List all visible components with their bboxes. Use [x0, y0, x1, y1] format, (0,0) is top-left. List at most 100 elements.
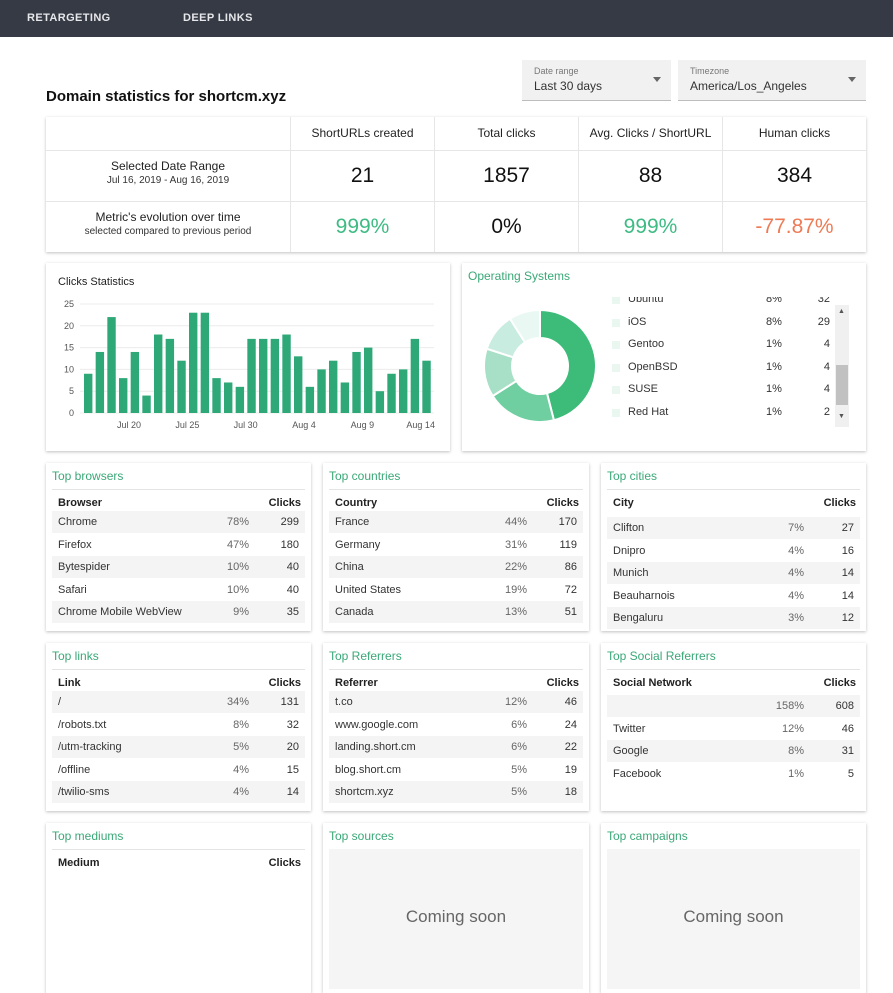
- row-clicks: 32: [286, 718, 299, 731]
- row-clicks: 20: [286, 741, 299, 753]
- top-sources-card: Top sources Coming soon: [323, 823, 589, 993]
- nav-deep-links[interactable]: DEEP LINKS: [183, 12, 253, 24]
- chart-bar: [165, 338, 175, 413]
- row-label: Chrome: [58, 516, 98, 528]
- clicks-statistics-card: Clicks Statistics 0 5 10 15 20 25 Jul 20 Jul 25…: [46, 263, 450, 451]
- chart-bar: [119, 378, 128, 413]
- os-legend-item: Gentoo 1% 4: [612, 334, 842, 356]
- nav-retargeting[interactable]: RETARGETING: [27, 12, 111, 24]
- os-count: 4: [823, 338, 830, 350]
- row-percent: 7%: [788, 522, 804, 534]
- x-tick-label: Jul 20: [117, 420, 141, 430]
- clicks-chart-title: Clicks Statistics: [58, 276, 135, 288]
- chart-bar: [399, 369, 408, 413]
- browsers-col-clicks: Clicks: [268, 497, 301, 509]
- browsers-title: Top browsers: [52, 469, 124, 483]
- table-row: Germany 31% 119: [329, 534, 583, 556]
- row-label: shortcm.xyz: [335, 786, 394, 798]
- os-scrollbar[interactable]: ▲ ▼: [835, 305, 849, 427]
- clicks-bar-chart: 0 5 10 15 20 25 Jul 20 Jul 25 Jul 30 Aug 4 Aug 9 Au…: [64, 299, 435, 430]
- row-clicks: 14: [841, 589, 854, 602]
- row-percent: 12%: [781, 722, 804, 735]
- x-tick-label: Jul 25: [175, 420, 199, 430]
- cities-col-clicks: Clicks: [823, 497, 856, 509]
- row-percent: 6%: [511, 741, 527, 753]
- mediums-col-clicks: Clicks: [268, 857, 301, 869]
- chart-bar: [340, 382, 350, 413]
- table-row: Canada 13% 51: [329, 601, 583, 623]
- value-shorturls-created: 21: [350, 164, 375, 187]
- table-row: Bengaluru 3% 12: [607, 607, 860, 629]
- os-count: 2: [823, 405, 830, 418]
- referrers-title: Top Referrers: [329, 649, 402, 663]
- row-percent: 4%: [233, 763, 249, 776]
- countries-col-name: Country: [335, 497, 378, 509]
- donut-slice: [508, 308, 541, 344]
- row-clicks: 46: [564, 696, 577, 708]
- row-label: Firefox: [58, 538, 92, 551]
- table-row: 158% 608: [607, 695, 860, 717]
- date-range-value: Last 30 days: [534, 79, 603, 93]
- change-shorturls-created: 999%: [335, 215, 390, 238]
- row-percent: 4%: [233, 786, 249, 798]
- os-count: 32: [817, 297, 830, 305]
- date-range-label: Date range: [534, 66, 579, 76]
- os-name: SUSE: [628, 383, 658, 395]
- chart-bar: [142, 395, 151, 413]
- os-donut-chart: [483, 308, 597, 423]
- chart-bar: [189, 312, 198, 413]
- row-clicks: 35: [286, 606, 299, 618]
- date-range-select[interactable]: Date range Last 30 days: [522, 60, 671, 101]
- row-percent: 44%: [504, 516, 527, 528]
- campaigns-coming-soon: Coming soon: [607, 849, 860, 989]
- links-col-name: Link: [58, 677, 81, 689]
- row-label: Clifton: [613, 522, 645, 534]
- chart-bar: [329, 360, 338, 413]
- top-campaigns-card: Top campaigns Coming soon: [601, 823, 866, 993]
- row-clicks: 12: [841, 612, 854, 624]
- change-human-clicks: -77.87%: [755, 215, 834, 238]
- row-percent: 22%: [504, 561, 527, 573]
- sources-title: Top sources: [329, 829, 394, 843]
- os-percent: 1%: [766, 338, 782, 350]
- row-label: /robots.txt: [58, 718, 107, 731]
- row-percent: 12%: [504, 696, 527, 708]
- os-name: Ubuntu: [628, 297, 664, 305]
- row-label: Canada: [335, 606, 374, 618]
- os-percent: 1%: [766, 405, 782, 418]
- row-label: landing.short.cm: [335, 741, 416, 753]
- os-legend-list: Ubuntu 8% 32 iOS 8% 29 Gentoo 1% 4 OpenBSD 1% 4 SUSE…: [462, 297, 842, 427]
- os-legend-item: SUSE 1% 4: [612, 379, 842, 401]
- selected-range-dates: Jul 16, 2019 - Aug 16, 2019: [106, 175, 230, 186]
- timezone-select[interactable]: Timezone America/Los_Angeles: [678, 60, 866, 101]
- row-label: Bytespider: [58, 561, 110, 573]
- page-title: Domain statistics for shortcm.xyz: [46, 88, 287, 105]
- row-clicks: 72: [564, 583, 577, 596]
- y-tick-label: 25: [64, 299, 74, 309]
- chart-bar: [270, 338, 280, 413]
- value-avg-clicks: 88: [638, 164, 663, 187]
- os-percent: 8%: [766, 297, 782, 305]
- social-col-clicks: Clicks: [823, 677, 856, 689]
- value-total-clicks: 1857: [483, 164, 530, 187]
- row-clicks: 19: [564, 763, 577, 776]
- table-row: /robots.txt 8% 32: [52, 714, 305, 736]
- row-clicks: 131: [280, 696, 299, 708]
- legend-swatch: [612, 341, 620, 349]
- row-percent: 5%: [511, 763, 527, 776]
- cities-col-name: City: [613, 497, 634, 509]
- y-tick-label: 15: [64, 343, 74, 353]
- chart-bar: [212, 378, 221, 413]
- scroll-down-icon[interactable]: ▼: [838, 413, 845, 420]
- row-label: Munich: [613, 567, 649, 579]
- scroll-up-icon[interactable]: ▲: [838, 308, 845, 315]
- table-row: Chrome Mobile WebView 9% 35: [52, 601, 305, 623]
- table-row: /twilio-sms 4% 14: [52, 781, 305, 803]
- row-label: /offline: [58, 763, 91, 776]
- row-percent: 5%: [233, 741, 249, 753]
- os-legend-item: Red Hat 1% 2: [612, 402, 842, 424]
- row-clicks: 180: [280, 538, 299, 551]
- change-avg-clicks: 999%: [623, 215, 678, 238]
- scroll-thumb[interactable]: [836, 365, 848, 405]
- chart-bar: [305, 386, 315, 413]
